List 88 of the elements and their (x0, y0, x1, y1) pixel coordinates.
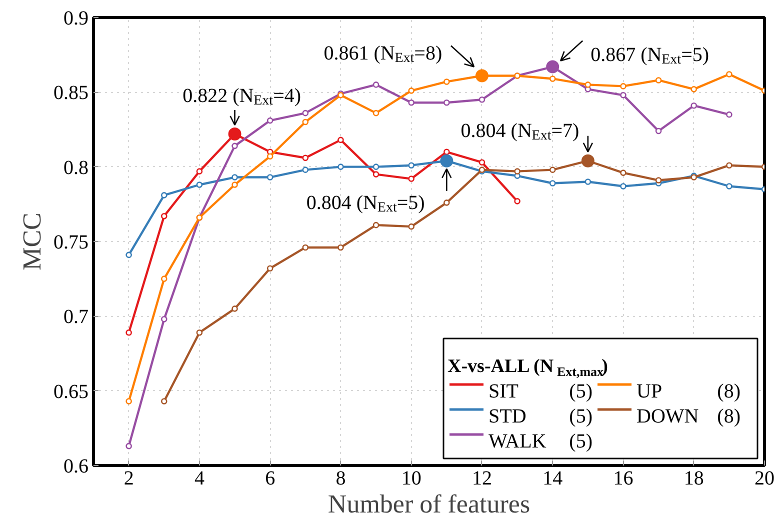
point (726, 183, 732, 190)
point (196, 182, 203, 188)
point (302, 110, 309, 116)
point (549, 76, 556, 82)
point (372, 82, 380, 88)
point (408, 223, 414, 230)
legend-label: DOWN (8) (636, 406, 741, 428)
x-tick-label: 12 (472, 468, 492, 490)
point (444, 200, 450, 206)
y-tick-label: 0.8 (64, 156, 88, 179)
point (338, 164, 344, 170)
point (302, 244, 309, 251)
point (620, 92, 626, 98)
x-tick-label: 16 (613, 468, 634, 490)
point (620, 183, 626, 190)
point (302, 118, 309, 126)
legend-label: WALK (5) (488, 430, 593, 452)
x-tick-label: 14 (542, 468, 563, 490)
point (126, 398, 132, 404)
point (232, 182, 238, 188)
point (444, 78, 450, 85)
point (726, 111, 732, 118)
point (478, 159, 486, 166)
point (196, 329, 203, 336)
point (266, 265, 274, 272)
text: STD (5) (488, 406, 593, 428)
point (266, 174, 274, 180)
point (408, 162, 414, 168)
point (372, 164, 380, 170)
text: UP (8) (636, 380, 741, 402)
y-tick-label: 0.65 (54, 380, 88, 403)
y-tick-label: 0.85 (54, 82, 88, 104)
point (408, 176, 414, 182)
x-tick-label: 8 (336, 468, 346, 490)
point (126, 252, 132, 258)
text: SIT (5) (488, 380, 593, 402)
y-tick-label: 0.9 (64, 8, 88, 30)
point (302, 154, 309, 162)
point (372, 222, 380, 228)
point (266, 117, 274, 124)
point (232, 142, 238, 150)
x-axis-title: Number of features (328, 490, 530, 518)
point (690, 86, 698, 92)
point (726, 71, 732, 78)
point (160, 192, 168, 198)
point (408, 88, 414, 94)
point (126, 329, 132, 336)
y-tick-label: 0.6 (64, 456, 88, 478)
point (444, 148, 450, 156)
point (655, 77, 662, 84)
point (232, 306, 238, 312)
point (302, 166, 309, 173)
point (690, 102, 698, 109)
point (620, 170, 626, 176)
point (160, 398, 168, 404)
point (620, 83, 626, 90)
point (232, 174, 238, 180)
y-tick-label: 0.75 (54, 232, 88, 254)
point (478, 96, 486, 103)
point (196, 168, 203, 174)
point (372, 171, 380, 178)
point (655, 177, 662, 184)
point (160, 276, 168, 282)
x-tick-label: 20 (754, 468, 774, 490)
point (338, 136, 344, 144)
x-tick-label: 6 (265, 468, 276, 490)
point (584, 178, 592, 185)
point (338, 244, 344, 251)
y-tick-label: 0.7 (64, 306, 88, 328)
point (584, 82, 592, 88)
point (444, 99, 450, 106)
y-axis-title: MCC (18, 212, 46, 270)
x-tick-label: 10 (401, 468, 422, 490)
point (726, 162, 732, 168)
point (549, 180, 556, 186)
point (655, 128, 662, 134)
x-tick-label: 2 (124, 468, 134, 490)
point (126, 442, 132, 450)
point (408, 99, 414, 106)
point (514, 198, 520, 204)
point (160, 316, 168, 322)
point (549, 166, 556, 173)
x-tick-label: 4 (194, 468, 204, 490)
x-tick-label: 18 (684, 468, 704, 490)
point (514, 168, 520, 174)
point (160, 212, 168, 220)
point (266, 153, 274, 160)
point (372, 110, 380, 116)
